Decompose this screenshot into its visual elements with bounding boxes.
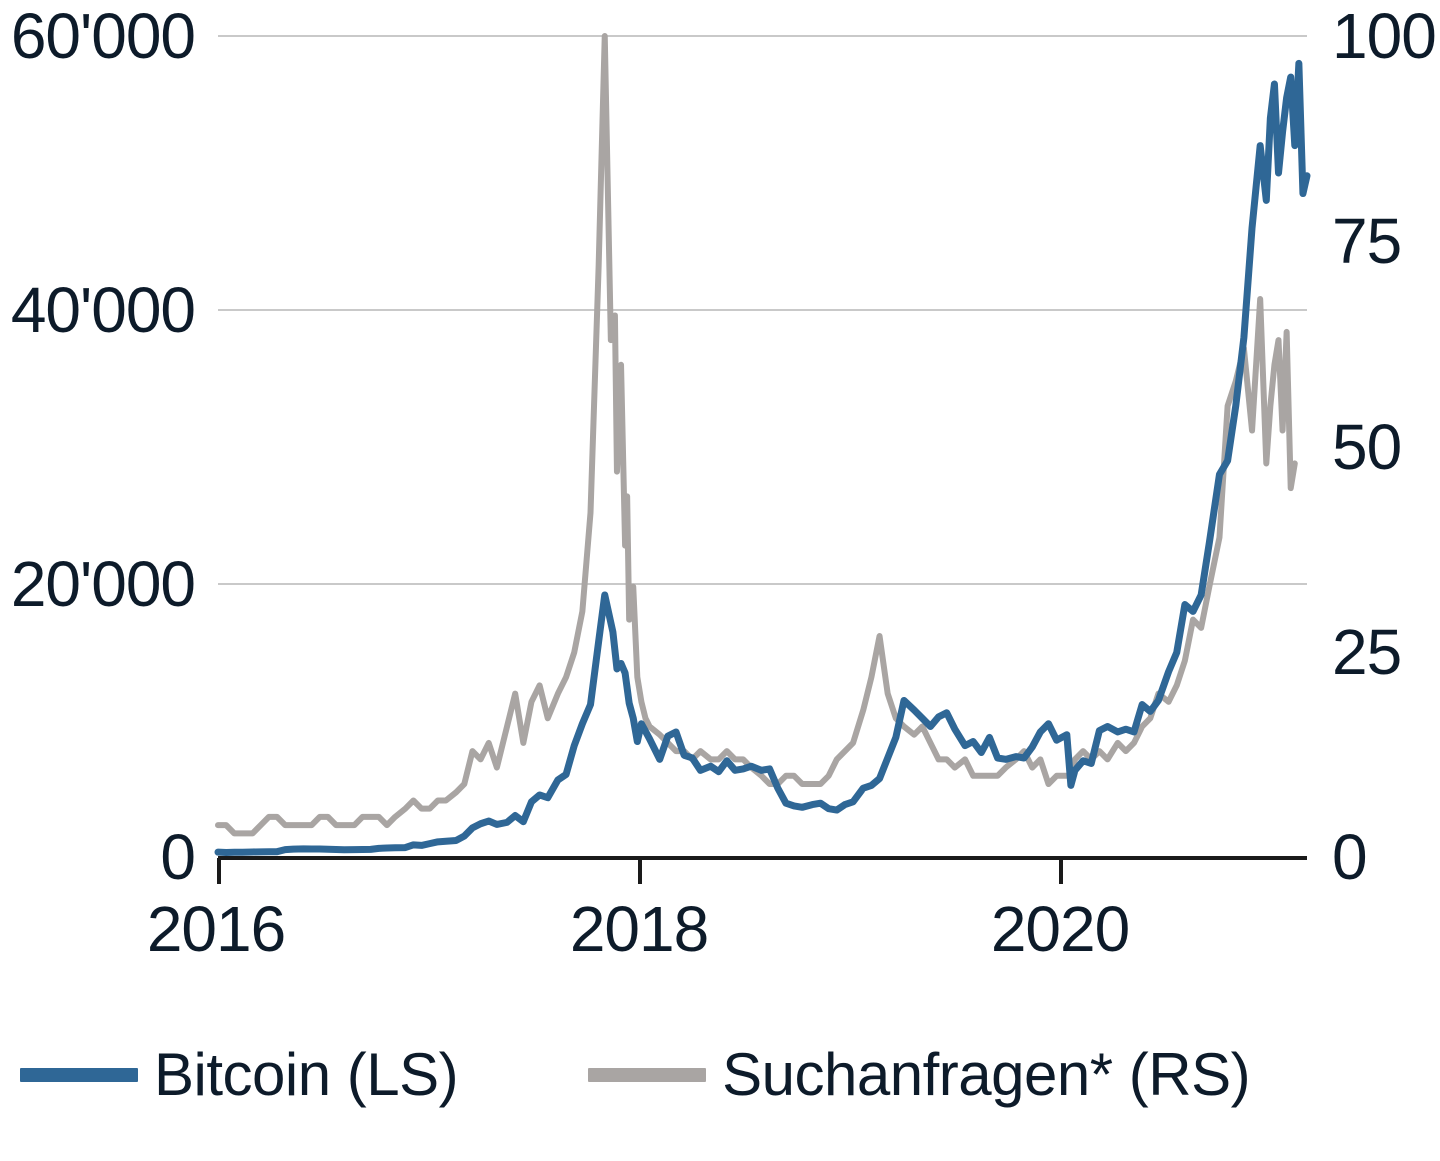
legend-entry-suchanfragen: Suchanfragen* (RS) <box>588 1041 1251 1108</box>
y-axis-left-tick-label-40000: 40'000 <box>10 274 196 346</box>
gridlines <box>218 35 1307 585</box>
legend-label-bitcoin: Bitcoin (LS) <box>154 1041 459 1108</box>
series-line-suchanfragen <box>215 33 1298 837</box>
x-axis-tick-label-2020: 2020 <box>990 893 1130 965</box>
series-line-bitcoin <box>214 59 1311 857</box>
y-axis-right-tick-label-75: 75 <box>1332 205 1402 277</box>
chart-legend: Bitcoin (LS) Suchanfragen* (RS) <box>0 1030 1440 1120</box>
y-axis-right-tick-label-25: 25 <box>1332 616 1402 688</box>
x-axis-tick-label-2018: 2018 <box>569 893 709 965</box>
y-axis-right-tick-label-0: 0 <box>1332 821 1368 893</box>
y-axis-left-tick-label-20000: 20'000 <box>10 548 196 620</box>
legend-swatch-suchanfragen-icon <box>588 1068 707 1082</box>
axis-lines <box>217 856 1307 884</box>
legend-swatch-bitcoin-icon <box>20 1068 138 1082</box>
y-axis-left-tick-label-60000: 60'000 <box>10 0 196 72</box>
y-axis-right-tick-label-100: 100 <box>1332 0 1437 72</box>
legend-label-suchanfragen: Suchanfragen* (RS) <box>722 1041 1251 1108</box>
y-axis-right-tick-label-50: 50 <box>1332 411 1402 483</box>
plot-area <box>214 33 1311 884</box>
x-axis-tick-label-2016: 2016 <box>146 893 286 965</box>
y-axis-left-tick-label-0: 0 <box>160 821 196 893</box>
legend-entry-bitcoin: Bitcoin (LS) <box>20 1041 459 1108</box>
